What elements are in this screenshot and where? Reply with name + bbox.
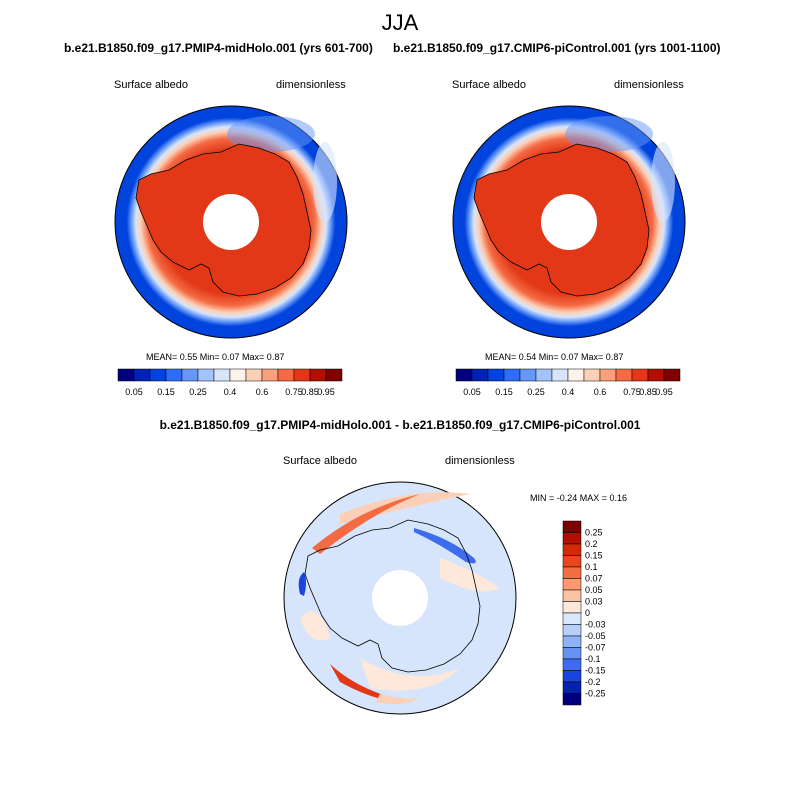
colorbar-2-tick-label: 0.15 [495,387,513,397]
diff-colorbar-swatch [562,589,582,602]
colorbar-1-tick-label: 0.4 [224,387,237,397]
colorbar-2-swatch [471,368,489,382]
diff-colorbar-swatch [562,532,582,545]
colorbar-1-swatch [261,368,279,382]
colorbar-2-tick-label: 0.6 [594,387,607,397]
colorbar-1-swatch [213,368,231,382]
colorbar-2-tick-label: 0.4 [562,387,575,397]
diff-colorbar-swatch [562,612,582,625]
diff-colorbar-swatch [562,658,582,671]
diff-colorbar-tick-label: -0.1 [585,654,601,664]
colorbar-1-swatch [229,368,247,382]
diff-colorbar-swatch [562,566,582,579]
diff-map-antarctica-coastline [304,519,481,673]
colorbar-1-swatch [181,368,199,382]
diff-colorbar-tick-label: -0.07 [585,643,606,653]
colorbar-2-swatch [615,368,633,382]
colorbar-2-tick-label: 0.95 [655,387,673,397]
map-panel-2 [452,105,686,339]
colorbar-1-tick-label: 0.85 [301,387,319,397]
diff-colorbar-tick-label: -0.03 [585,620,606,630]
panel-2-variable: Surface albedo [452,79,526,91]
colorbar-1-tick-label: 0.15 [157,387,175,397]
colorbar-2-swatch [663,368,681,382]
colorbar-1-tick-label: 0.6 [256,387,269,397]
diff-colorbar-swatch [562,520,582,533]
diff-colorbar-tick-label: -0.2 [585,677,601,687]
map-panel-1 [114,105,348,339]
diff-colorbar-swatch [562,601,582,614]
colorbar-2-swatch [599,368,617,382]
panel-2-units: dimensionless [614,79,684,91]
panel-1-title: b.e21.B1850.f09_g17.PMIP4-midHolo.001 (y… [64,41,373,55]
diff-colorbar-swatch [562,693,582,706]
colorbar-1-swatch [117,368,135,382]
diff-colorbar-tick-label: 0.05 [585,585,603,595]
diff-panel-units: dimensionless [445,455,515,467]
panel-1-units: dimensionless [276,79,346,91]
diff-colorbar-tick-label: -0.05 [585,631,606,641]
diff-map-pole-hole [372,570,428,626]
diff-colorbar-swatch [562,647,582,660]
colorbar-2-swatch [631,368,649,382]
diff-colorbar-swatch [562,681,582,694]
colorbar-1: 0.05 0.15 0.25 0.4 0.6 0.750.850.95 [117,368,343,397]
colorbar-2-swatch [535,368,553,382]
colorbar-2-tick-label: 0.25 [527,387,545,397]
colorbar-1-tick-label: 0.95 [317,387,335,397]
colorbar-2-swatch [503,368,521,382]
map-1-pole-hole [203,194,259,250]
colorbar-1-swatch [293,368,311,382]
albedo-maps [114,105,686,339]
panel-2-title: b.e21.B1850.f09_g17.CMIP6-piControl.001 … [393,41,721,55]
diff-colorbar-tick-label: 0.2 [585,539,598,549]
diff-colorbar-swatch [562,555,582,568]
diff-colorbar: 0.250.2 0.150.1 0.070.05 0.030 -0.03-0.05 -0.… [562,520,606,706]
diff-panel-title: b.e21.B1850.f09_g17.PMIP4-midHolo.001 - … [159,418,641,432]
colorbar-1-swatch [133,368,151,382]
figure-title: JJA [381,10,419,35]
diff-colorbar-tick-label: 0 [585,608,590,618]
colorbar-2-swatch [551,368,569,382]
diff-colorbar-tick-label: 0.03 [585,597,603,607]
diff-colorbar-swatch [562,543,582,556]
colorbar-1-swatch [149,368,167,382]
map-2-pole-hole [541,194,597,250]
diff-map [283,481,517,715]
colorbar-1-tick-label: 0.25 [189,387,207,397]
colorbar-1-tick-label: 0.75 [285,387,303,397]
diff-colorbar-tick-label: -0.25 [585,689,606,699]
colorbar-1-swatch [197,368,215,382]
colorbar-2-swatch [519,368,537,382]
colorbar-2-swatch [567,368,585,382]
colorbar-2-swatch [455,368,473,382]
diff-colorbar-tick-label: -0.15 [585,666,606,676]
colorbar-2-swatch [647,368,665,382]
diff-colorbar-tick-label: 0.15 [585,551,603,561]
diff-colorbar-swatch [562,635,582,648]
colorbar-2-tick-label: 0.05 [463,387,481,397]
colorbar-2-tick-label: 0.85 [639,387,657,397]
colorbar-2: 0.05 0.15 0.25 0.4 0.6 0.750.850.95 [455,368,681,397]
diff-colorbar-tick-label: 0.07 [585,574,603,584]
panel-2-stats: MEAN= 0.54 Min= 0.07 Max= 0.87 [485,352,624,362]
colorbar-1-swatch [245,368,263,382]
colorbar-1-swatch [309,368,327,382]
panel-1-stats: MEAN= 0.55 Min= 0.07 Max= 0.87 [146,352,285,362]
diff-colorbar-tick-label: 0.1 [585,562,598,572]
colorbar-1-tick-label: 0.05 [125,387,143,397]
panel-1-variable: Surface albedo [114,79,188,91]
colorbar-2-swatch [487,368,505,382]
colorbar-2-tick-label: 0.75 [623,387,641,397]
diff-panel-stats: MIN = -0.24 MAX = 0.16 [530,493,628,503]
colorbar-1-swatch [325,368,343,382]
colorbar-1-swatch [165,368,183,382]
colorbar-2-swatch [583,368,601,382]
colorbar-1-swatch [277,368,295,382]
diff-colorbar-swatch [562,670,582,683]
diff-colorbar-tick-label: 0.25 [585,528,603,538]
diff-colorbar-swatch [562,624,582,637]
diff-colorbar-swatch [562,578,582,591]
diff-panel-variable: Surface albedo [283,455,357,467]
